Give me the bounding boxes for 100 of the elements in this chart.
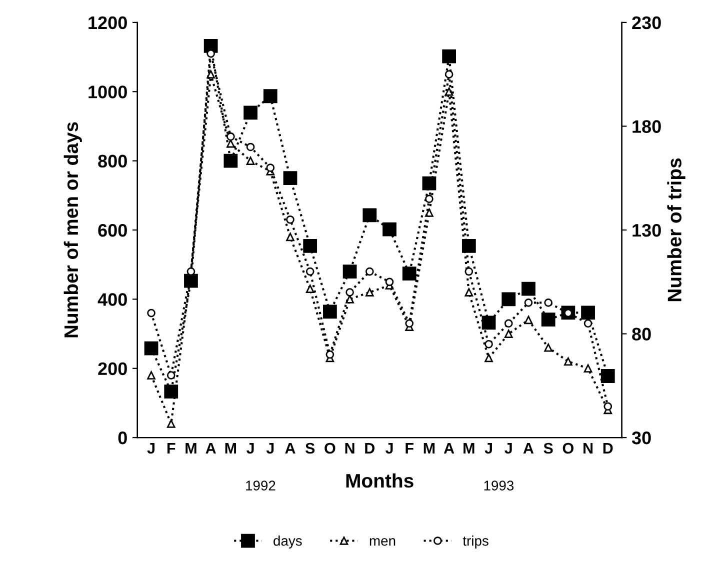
- point: [206, 70, 215, 78]
- point: [522, 282, 536, 296]
- point: [584, 319, 592, 328]
- point: [365, 288, 374, 296]
- x-tick-label: J: [147, 443, 154, 454]
- y2-axis-title: Number of trips: [667, 158, 686, 302]
- point: [524, 298, 533, 307]
- point: [246, 156, 255, 165]
- y-tick-label: 1200: [88, 16, 127, 30]
- y2-tick-label: 180: [632, 120, 661, 133]
- x-tick-label: M: [225, 443, 236, 454]
- x-tick-label: S: [544, 442, 553, 454]
- point: [382, 222, 396, 236]
- point: [346, 288, 354, 296]
- point: [564, 357, 572, 366]
- x-tick-label: F: [406, 443, 414, 454]
- x-tick-label: F: [167, 443, 176, 454]
- point: [504, 319, 513, 328]
- point: [502, 292, 516, 306]
- x-tick-label: J: [266, 443, 274, 454]
- point: [246, 142, 255, 152]
- x-tick-label: A: [206, 443, 216, 454]
- point: [263, 89, 278, 104]
- point: [544, 298, 552, 307]
- point: [226, 132, 235, 141]
- point: [306, 267, 314, 276]
- point: [581, 306, 595, 320]
- x-tick-label: D: [365, 443, 375, 454]
- x-tick-label: A: [523, 443, 534, 454]
- point: [524, 316, 533, 324]
- text: 1993: [484, 480, 514, 490]
- point: [600, 369, 615, 383]
- y-tick-label: 200: [98, 362, 127, 376]
- point: [286, 232, 294, 242]
- point: [442, 49, 456, 64]
- x-tick-label: A: [285, 443, 296, 454]
- point: [283, 171, 298, 186]
- point: [405, 319, 414, 328]
- x-tick-label: M: [424, 443, 435, 454]
- legend-label: trips: [462, 536, 488, 548]
- point: [365, 267, 374, 276]
- text: 1992: [246, 480, 276, 490]
- point: [342, 264, 357, 278]
- y-axis-title: Number of men or days: [64, 122, 82, 338]
- x-tick-label: O: [324, 442, 336, 454]
- x-tick-label: J: [504, 443, 512, 454]
- x-tick-label: J: [385, 443, 393, 454]
- point: [504, 330, 513, 338]
- y2-tick-label: 130: [632, 224, 661, 237]
- x-tick-label: S: [305, 442, 315, 454]
- point: [166, 371, 176, 380]
- point: [303, 238, 318, 253]
- point: [482, 316, 496, 330]
- y2-tick-label: 230: [632, 16, 661, 30]
- x-tick-label: M: [186, 443, 196, 454]
- point: [362, 208, 377, 222]
- point: [444, 70, 454, 78]
- point: [425, 194, 434, 204]
- point: [541, 312, 556, 327]
- point: [164, 384, 178, 399]
- y2-tick-label: 30: [632, 432, 651, 444]
- x-tick-label: M: [464, 443, 474, 454]
- x-tick-label: O: [562, 442, 574, 454]
- point: [306, 284, 314, 293]
- point: [484, 354, 493, 362]
- point: [326, 350, 334, 359]
- y-tick-label: 400: [98, 293, 127, 306]
- point: [244, 106, 258, 120]
- y2-tick-label: 80: [632, 328, 651, 341]
- point: [464, 267, 474, 276]
- legend-label: days: [274, 536, 302, 548]
- x-axis-title: Months: [346, 473, 414, 488]
- point: [544, 343, 552, 352]
- point: [147, 308, 156, 318]
- point: [166, 420, 176, 428]
- point: [584, 364, 592, 373]
- x-tick-label: N: [345, 443, 354, 454]
- x-tick-label: N: [584, 443, 593, 454]
- x-tick-label: J: [246, 443, 254, 454]
- point: [346, 295, 354, 304]
- point: [604, 402, 612, 411]
- point: [323, 304, 337, 319]
- y-tick-label: 0: [118, 432, 127, 444]
- point: [266, 164, 275, 172]
- point: [144, 341, 158, 356]
- point: [286, 215, 294, 224]
- x-tick-label: D: [603, 443, 613, 454]
- legend-label: men: [370, 538, 396, 546]
- point: [464, 288, 474, 296]
- point: [204, 39, 218, 53]
- point: [402, 266, 416, 281]
- point: [484, 340, 493, 348]
- point: [385, 278, 394, 286]
- x-tick-label: J: [484, 443, 492, 454]
- y-tick-label: 800: [98, 154, 127, 168]
- point: [224, 154, 238, 168]
- y-tick-label: 600: [98, 224, 127, 237]
- point: [147, 371, 156, 380]
- y-tick-label: 1000: [88, 86, 127, 98]
- x-tick-label: A: [444, 443, 454, 454]
